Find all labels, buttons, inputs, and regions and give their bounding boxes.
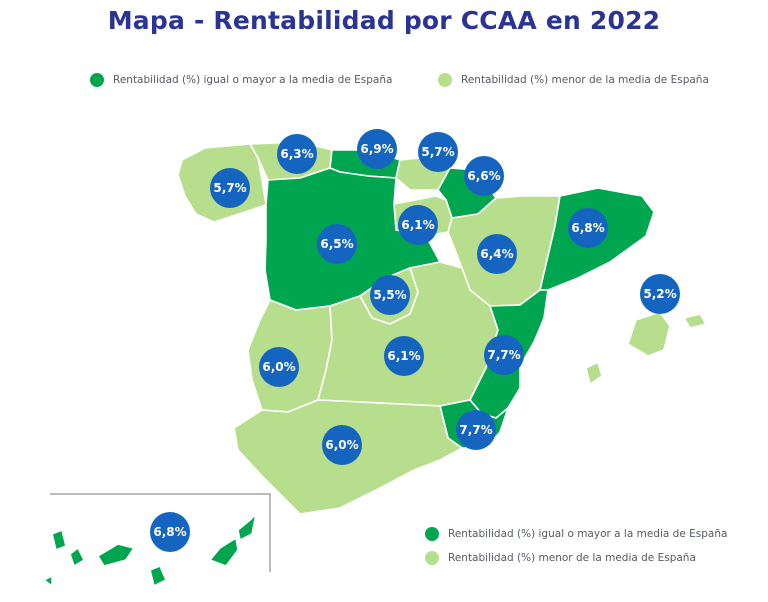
badge-galicia: 5,7% (210, 168, 250, 208)
region-baleares[interactable] (627, 311, 671, 357)
svg-text:6,5%: 6,5% (320, 237, 353, 251)
badge-castilla-leon: 6,5% (317, 224, 357, 264)
badge-madrid: 5,5% (370, 275, 410, 315)
legend-light-green-dot (438, 73, 452, 87)
badge-cantabria: 6,9% (357, 129, 397, 169)
region-baleares-ibiza[interactable] (585, 361, 603, 385)
legend-above-label: Rentabilidad (%) igual o mayor a la medi… (113, 74, 393, 86)
legend-bottom-below: Rentabilidad (%) menor de la media de Es… (425, 551, 696, 565)
badge-cataluna: 6,8% (568, 208, 608, 248)
svg-text:6,0%: 6,0% (262, 360, 295, 374)
svg-text:6,9%: 6,9% (360, 142, 393, 156)
badge-baleares: 5,2% (640, 274, 680, 314)
svg-text:6,0%: 6,0% (325, 438, 358, 452)
badge-la-rioja: 6,1% (398, 205, 438, 245)
legend-dark-green-dot (90, 73, 104, 87)
badge-aragon: 6,4% (477, 234, 517, 274)
svg-text:6,8%: 6,8% (153, 525, 186, 539)
badge-asturias: 6,3% (277, 134, 317, 174)
legend-below-label: Rentabilidad (%) menor de la media de Es… (461, 74, 709, 86)
svg-text:7,7%: 7,7% (459, 423, 492, 437)
svg-text:6,1%: 6,1% (401, 218, 434, 232)
region-canarias-islands[interactable] (43, 513, 257, 587)
svg-text:7,7%: 7,7% (487, 348, 520, 362)
svg-text:5,2%: 5,2% (643, 287, 676, 301)
svg-text:5,5%: 5,5% (373, 288, 406, 302)
legend-light-green-dot (425, 551, 439, 565)
legend-top-below: Rentabilidad (%) menor de la media de Es… (438, 73, 709, 87)
map-title: Mapa - Rentabilidad por CCAA en 2022 (107, 6, 661, 35)
svg-text:5,7%: 5,7% (421, 145, 454, 159)
svg-text:6,1%: 6,1% (387, 349, 420, 363)
legend-dark-green-dot (425, 527, 439, 541)
legend-bottom-above: Rentabilidad (%) igual o mayor a la medi… (425, 527, 727, 541)
svg-text:6,6%: 6,6% (467, 169, 500, 183)
badge-pais-vasco: 5,7% (418, 132, 458, 172)
legend-above-label: Rentabilidad (%) igual o mayor a la medi… (448, 528, 728, 540)
badge-valencia: 7,7% (484, 335, 524, 375)
legend-below-label: Rentabilidad (%) menor de la media de Es… (448, 552, 696, 564)
svg-text:6,4%: 6,4% (480, 247, 513, 261)
svg-text:5,7%: 5,7% (213, 181, 246, 195)
svg-text:6,3%: 6,3% (280, 147, 313, 161)
canarias-inset-frame (50, 493, 271, 572)
badge-navarra: 6,6% (464, 156, 504, 196)
region-baleares-menorca[interactable] (683, 313, 707, 329)
badge-castilla-la-mancha: 6,1% (384, 336, 424, 376)
svg-text:6,8%: 6,8% (571, 221, 604, 235)
badge-canarias: 6,8% (150, 512, 190, 552)
badge-extremadura: 6,0% (259, 347, 299, 387)
badge-andalucia: 6,0% (322, 425, 362, 465)
legend-top-above: Rentabilidad (%) igual o mayor a la medi… (90, 73, 392, 87)
badge-murcia: 7,7% (456, 410, 496, 450)
